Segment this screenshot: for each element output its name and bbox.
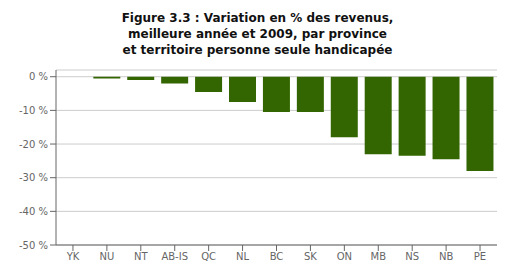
svg-text:-10 %: -10 % [19,105,48,116]
svg-text:-20 %: -20 % [19,139,48,150]
svg-text:AB-IS: AB-IS [161,251,188,262]
svg-text:0 %: 0 % [29,71,48,82]
svg-text:BC: BC [270,251,284,262]
svg-text:NT: NT [134,251,148,262]
svg-text:NL: NL [236,251,249,262]
svg-text:NS: NS [405,251,419,262]
svg-text:NB: NB [439,251,453,262]
html-text:Figure 3.3 : Variation en % de: Figure 3.3 : Variation en % des revenus, [121,11,394,25]
html-text:et territoire personne seule h: et territoire personne seule handicapée [122,43,393,57]
svg-text:-50 %: -50 % [19,240,48,251]
svg-text:QC: QC [201,251,216,262]
svg-text:SK: SK [304,251,317,262]
svg-text:MB: MB [371,251,387,262]
svg-text:-40 %: -40 % [19,206,48,217]
svg-text:YK: YK [66,251,80,262]
svg-text:PE: PE [474,251,486,262]
html-text:meilleure année et 2009, par p: meilleure année et 2009, par province [128,27,387,41]
svg-text:NU: NU [99,251,114,262]
svg-text:ON: ON [337,251,352,262]
svg-text:-30 %: -30 % [19,172,48,183]
